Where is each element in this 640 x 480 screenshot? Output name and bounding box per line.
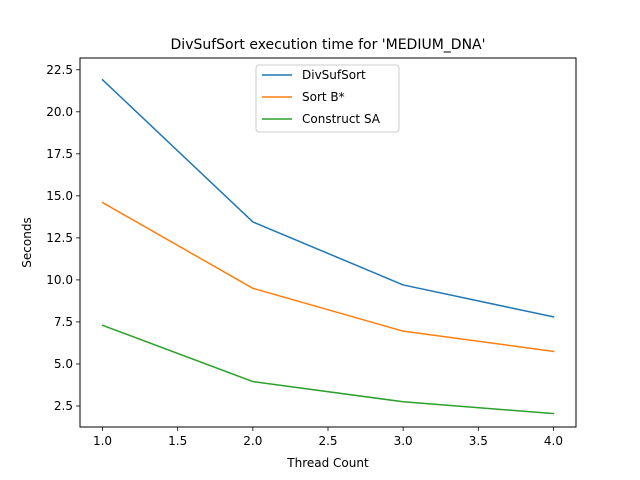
series-line-2 [101,201,555,353]
legend-label-3: Construct SA [302,112,381,126]
x-tick-label: 3.0 [394,434,413,448]
x-tick-label: 2.0 [243,434,262,448]
y-tick-label: 20.0 [46,105,73,119]
plot-frame [79,57,577,428]
y-tick-label: 15.0 [46,189,73,203]
x-axis-label: Thread Count [286,456,369,470]
y-axis-ticks: 2.5 5.0 7.5 10.0 12.5 15.0 17.5 20.0 22.5 [46,63,80,413]
y-tick-label: 2.5 [54,399,73,413]
series-line-3 [101,324,555,415]
x-tick-label: 1.5 [168,434,187,448]
legend: DivSufSort Sort B* Construct SA [255,64,400,133]
y-tick-label: 10.0 [46,273,73,287]
y-tick-label: 22.5 [46,63,73,77]
x-tick-label: 1.0 [93,434,112,448]
x-tick-label: 2.5 [318,434,337,448]
plot-lines [101,78,555,415]
y-axis-label: Seconds [20,217,34,267]
series-line-1 [101,78,555,318]
x-axis-ticks: 1.0 1.5 2.0 2.5 3.0 3.5 4.0 [93,427,563,448]
legend-label-1: DivSufSort [302,68,366,82]
y-tick-label: 7.5 [54,315,73,329]
y-tick-label: 5.0 [54,357,73,371]
x-tick-label: 3.5 [469,434,488,448]
x-tick-label: 4.0 [544,434,563,448]
chart-title: DivSufSort execution time for 'MEDIUM_DN… [171,37,486,53]
legend-label-2: Sort B* [302,90,345,104]
legend-box [255,64,400,133]
y-tick-label: 12.5 [46,231,73,245]
y-tick-label: 17.5 [46,147,73,161]
